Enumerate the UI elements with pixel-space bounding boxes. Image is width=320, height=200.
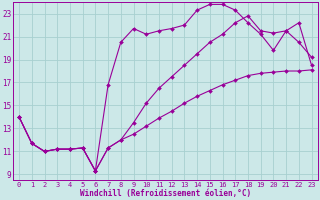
X-axis label: Windchill (Refroidissement éolien,°C): Windchill (Refroidissement éolien,°C) [80, 189, 251, 198]
